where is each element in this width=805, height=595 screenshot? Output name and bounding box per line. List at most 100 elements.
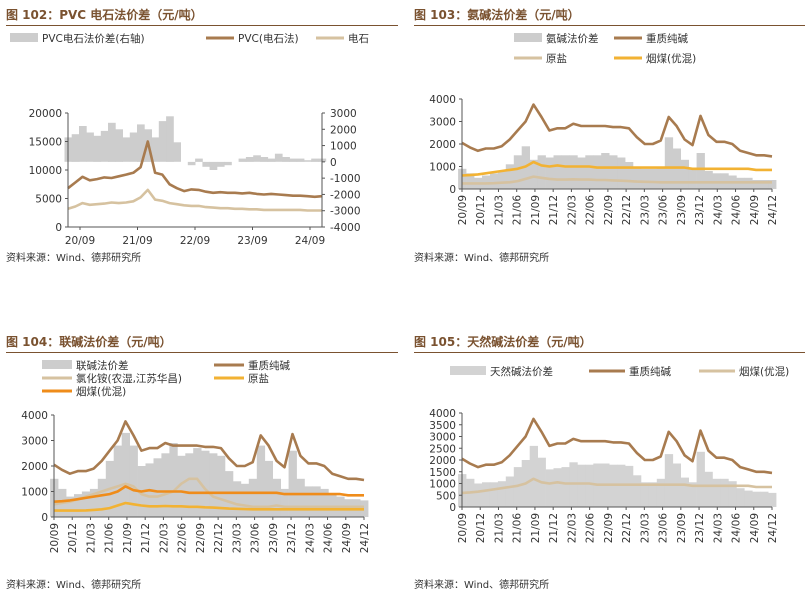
area-bar [474,483,483,507]
area-bar [129,445,138,517]
area-bar [720,478,729,507]
area-bar [280,488,289,517]
area-bar [169,443,178,517]
area-bar [89,488,99,517]
x-tick-label: 23/12 [694,195,706,225]
area-bar [569,155,578,190]
y-right-tick-label: -1000 [330,173,361,185]
series-line [54,501,364,512]
x-tick-label: 22/03 [566,513,578,543]
x-tick-label: 22/09 [180,235,210,247]
area-bar [656,166,666,189]
series-line [461,103,773,158]
y-tick-label: 2000 [429,455,456,467]
area-bar [122,137,131,162]
y-tick-label: 0 [449,502,456,514]
chart-panel-102: 图 102：PVC 电石法价差（元/吨） PVC电石法价差(右轴) PVC(电石法… [6,5,398,295]
chart-panel-103: 图 103：氨碱法价差（元/吨） 氨碱法价差 重质纯碱 原盐 烟煤(优混) 0 1000 2… [414,5,805,295]
area-bar [129,132,138,162]
area-bar [202,161,211,167]
area-bar [201,450,210,517]
x-tick-label: 21/09 [530,195,542,225]
area-bar [311,158,319,162]
area-bar [545,469,554,507]
y-right-tick-label: -2000 [330,189,361,201]
legend-label: PVC(电石法) [238,32,299,45]
x-tick-label: 22/06 [585,513,597,544]
area-bar [760,180,769,189]
legend-label: 重质纯碱 [629,365,671,378]
area-bar [187,161,196,166]
x-tick-label: 24/03 [304,523,316,553]
y-right-tick-label: 1000 [330,141,357,153]
chart-title: 图 102：PVC 电石法价差（元/吨） [6,5,398,26]
chart-102: PVC电石法价差(右轴) PVC(电石法) 电石050001000015000200… [10,32,369,247]
area-bar [224,161,232,166]
x-tick-label: 20/09 [457,513,469,543]
x-tick-label: 23/06 [658,513,670,544]
y-tick-label: 5000 [35,194,62,206]
area-bar [81,491,91,517]
area-bar [752,491,761,507]
area-bar [768,180,777,189]
area-bar [253,155,261,162]
x-tick-label: 23/06 [658,195,670,226]
area-bar [625,465,634,507]
y-tick-label: 3000 [429,432,456,444]
area-bar [585,464,594,507]
area-bar [71,134,80,162]
legend-label: 烟煤(优混) [76,385,126,398]
x-tick-label: 20/12 [475,513,487,543]
area-bar [245,157,254,162]
series-line [53,420,365,482]
area-bar [545,157,554,189]
y-tick-label: 3500 [429,420,456,432]
area-bar [137,124,145,162]
area-bar [617,157,626,189]
area-bar [121,432,130,517]
area-bar [296,478,305,518]
x-tick-label: 22/09 [603,195,615,225]
area-bar [256,445,266,517]
area-bar [577,464,586,507]
x-tick-label: 21/12 [548,513,560,543]
x-tick-label: 23/03 [231,523,243,553]
area-bar [312,486,321,517]
area-bar [289,158,298,162]
chart-105: 天然碱法价差 重质纯碱 烟煤(优混) 050010001500200025003000… [429,365,789,544]
legend-label: 烟煤(优混) [646,52,696,65]
area-bar [166,116,174,162]
series-area [50,432,369,518]
x-tick-label: 24/12 [767,513,779,543]
area-bar [272,478,281,518]
x-tick-label: 20/12 [67,523,79,553]
area-bar [505,164,515,190]
area-bar [601,153,610,189]
x-tick-label: 24/12 [359,523,371,553]
x-tick-label: 24/03 [712,195,724,225]
x-tick-label: 21/09 [530,513,542,543]
area-bar [238,158,247,162]
area-bar [482,482,491,507]
chart-title: 图 104：联碱法价差（元/吨） [6,332,398,353]
area-bar [240,483,250,517]
area-bar [529,159,538,190]
area-bar [209,161,218,170]
area-bar [609,155,618,190]
area-bar [688,168,697,190]
legend-label: PVC电石法价差(右轴) [42,32,145,45]
y-tick-label: 4000 [429,408,456,420]
y-right-tick-label: -3000 [330,206,361,218]
area-bar [696,451,705,507]
area-bar [185,453,194,518]
area-bar [513,155,523,190]
area-bar [633,475,642,507]
area-bar [282,157,290,162]
area-bar [86,132,94,162]
legend-label: 原盐 [248,372,269,385]
area-bar [93,135,102,162]
area-bar [161,453,170,518]
y-tick-label: 0 [41,512,48,524]
area-bar [752,180,761,189]
